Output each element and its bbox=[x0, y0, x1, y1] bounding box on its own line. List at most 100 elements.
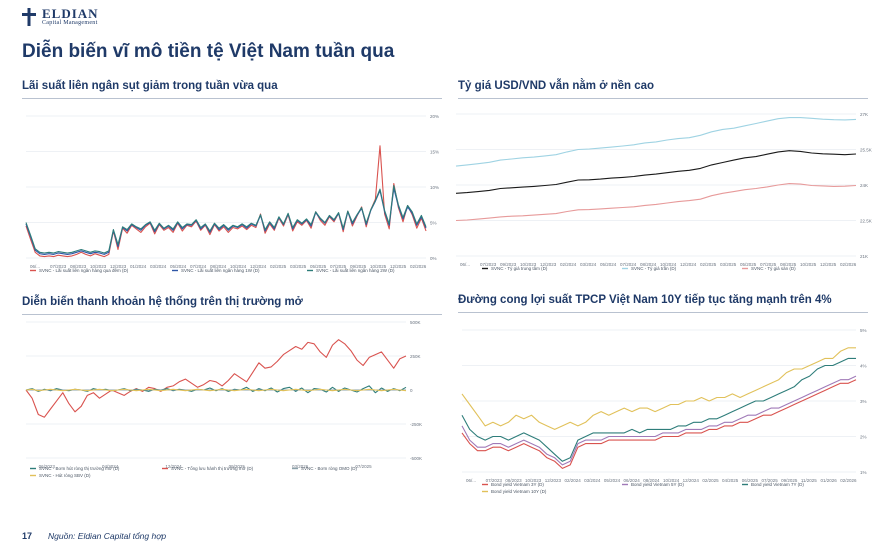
source-note: Nguồn: Eldian Capital tổng hợp bbox=[48, 531, 167, 541]
series-line bbox=[25, 339, 407, 418]
x-tick-label: 10/2024 bbox=[663, 478, 680, 483]
x-tick-label: 07/2024 bbox=[620, 262, 637, 267]
y-tick-label: 1% bbox=[860, 470, 867, 475]
x-tick-label: 06/... bbox=[30, 264, 40, 269]
x-tick-label: 03/2024 bbox=[150, 264, 167, 269]
x-tick-label: 02/2025 bbox=[270, 264, 287, 269]
legend-label: Bond yield Vietnam 10Y (D) bbox=[491, 489, 547, 494]
series-line bbox=[455, 150, 857, 194]
y-tick-label: 21K bbox=[860, 254, 868, 259]
y-tick-label: 2% bbox=[860, 435, 867, 440]
panel-title-fx: Tỷ giá USD/VND vẫn nằm ở nền cao bbox=[458, 80, 655, 92]
x-tick-label: 03/2026 bbox=[292, 464, 309, 469]
x-tick-label: 02/2025 bbox=[700, 262, 717, 267]
x-tick-label: 07/2023 bbox=[50, 264, 67, 269]
x-tick-label: 08/2023 bbox=[70, 264, 87, 269]
x-tick-label: 10/2025 bbox=[800, 262, 817, 267]
panel-title-yield: Đường cong lợi suất TPCP Việt Nam 10Y ti… bbox=[458, 294, 832, 306]
panel-rule-interbank bbox=[22, 98, 442, 99]
x-tick-label: 09/2025 bbox=[350, 264, 367, 269]
y-tick-label: 22.5K bbox=[860, 219, 872, 224]
x-tick-label: 10/2023 bbox=[520, 262, 537, 267]
x-tick-label: 12/2025 bbox=[390, 264, 407, 269]
x-tick-label: 12/2024 bbox=[680, 262, 697, 267]
x-tick-label: 10/2023 bbox=[525, 478, 542, 483]
legend-label: SVNC - Tỷ giá trung tâm (D) bbox=[491, 265, 548, 271]
x-tick-label: 05/2025 bbox=[740, 262, 757, 267]
x-tick-label: 02/2025 bbox=[702, 478, 719, 483]
y-tick-label: 4% bbox=[860, 364, 867, 369]
x-tick-label: 09/2023 bbox=[500, 262, 517, 267]
chart-liquidity: 500K 250K 0 -250K -500K 06/2023 04/2024 12/2024… bbox=[25, 320, 422, 478]
brand-name: ELDIAN bbox=[42, 6, 99, 21]
legend-label: SVNC - Lãi suất liên ngân hàng 2W (D) bbox=[316, 268, 395, 273]
x-tick-label: 06/2023 bbox=[39, 464, 56, 469]
x-tick-label: 02/2026 bbox=[840, 262, 857, 267]
brand-tagline: Capital Management bbox=[42, 20, 98, 26]
x-tick-label: 07/2024 bbox=[190, 264, 207, 269]
x-tick-label: 07/2023 bbox=[480, 262, 497, 267]
legend-label: SVNC - Lãi suất liên ngân hàng 1W (D) bbox=[181, 268, 260, 273]
x-tick-label: 12/2023 bbox=[540, 262, 557, 267]
legend-label: Bond yield Vietnam 7Y (D) bbox=[751, 482, 804, 487]
x-tick-label: 12/2024 bbox=[250, 264, 267, 269]
page-number: 17 bbox=[22, 531, 33, 541]
x-tick-label: 09/2025 bbox=[781, 478, 798, 483]
x-tick-label: 04/2024 bbox=[102, 464, 119, 469]
x-tick-label: 10/2024 bbox=[660, 262, 677, 267]
x-tick-label: 07/2025 bbox=[330, 264, 347, 269]
x-tick-label: 11/2025 bbox=[801, 478, 817, 483]
x-tick-label: 10/2025 bbox=[370, 264, 387, 269]
legend-label: SVNC - Lãi suất liên ngân hàng qua đêm (… bbox=[39, 268, 129, 273]
x-tick-label: 12/2023 bbox=[110, 264, 127, 269]
chart-yield: 5%4%3%2%1%06/... 07/2023 08/2023 10/2023 12/… bbox=[461, 328, 867, 494]
y-tick-label: 15% bbox=[430, 150, 439, 155]
x-tick-label: 08/2023 bbox=[505, 478, 522, 483]
x-tick-label: 05/2024 bbox=[600, 262, 617, 267]
x-tick-label: 03/2024 bbox=[584, 478, 601, 483]
series-line bbox=[461, 357, 856, 462]
legend-label: SVNC - Bơm hút ròng thị trường mở (D) bbox=[39, 465, 120, 471]
y-tick-label: 3% bbox=[860, 399, 867, 404]
series-line bbox=[455, 117, 857, 167]
x-tick-label: 02/2026 bbox=[840, 478, 857, 483]
x-tick-label: 05/2024 bbox=[170, 264, 187, 269]
y-tick-label: 24K bbox=[860, 183, 868, 188]
y-tick-label: 10% bbox=[430, 185, 439, 190]
x-tick-label: 12/2025 bbox=[820, 262, 837, 267]
panel-rule-fx bbox=[458, 98, 868, 99]
x-tick-label: 07/2025 bbox=[761, 478, 778, 483]
legend-label: SVNC - Tỷ giá sàn (D) bbox=[751, 265, 796, 271]
brand-logo: ELDIAN Capital Management bbox=[22, 6, 99, 26]
x-tick-label: 03/2024 bbox=[580, 262, 597, 267]
legend-label: SVNC - Tỷ giá trần (D) bbox=[631, 265, 677, 271]
series-line bbox=[461, 379, 857, 469]
x-tick-label: 12/2024 bbox=[165, 464, 182, 469]
x-tick-label: 12/2024 bbox=[683, 478, 700, 483]
x-tick-label: 06/2024 bbox=[624, 478, 641, 483]
x-tick-label: 02/2024 bbox=[560, 262, 577, 267]
x-tick-label: 03/2025 bbox=[290, 264, 307, 269]
y-tick-label: -250K bbox=[410, 422, 422, 427]
x-tick-label: 07/2025 bbox=[355, 464, 372, 469]
series-line bbox=[455, 183, 857, 222]
y-tick-label: 250K bbox=[410, 354, 421, 359]
series-line bbox=[461, 347, 856, 430]
page-title: Diễn biến vĩ mô tiền tệ Việt Nam tuần qu… bbox=[22, 41, 395, 62]
x-tick-label: 06/2025 bbox=[742, 478, 759, 483]
x-tick-label: 10/2024 bbox=[230, 264, 247, 269]
y-tick-label: 5% bbox=[430, 221, 437, 226]
brand-cross-icon bbox=[22, 8, 36, 26]
legend-label: Bond yield Vietnam 3Y (D) bbox=[491, 482, 544, 487]
legend-label: Bond yield Vietnam 5Y (D) bbox=[631, 482, 684, 487]
x-tick-label: 08/2024 bbox=[640, 262, 657, 267]
legend-label: SVNC - Bơm ròng OMO (D) bbox=[301, 466, 357, 471]
x-tick-label: 01/2024 bbox=[130, 264, 147, 269]
y-tick-label: 0% bbox=[430, 256, 437, 261]
y-tick-label: 20% bbox=[430, 114, 439, 119]
x-tick-label: 02/2024 bbox=[564, 478, 581, 483]
panel-rule-liquidity bbox=[22, 314, 442, 315]
series-line bbox=[25, 145, 427, 258]
panel-rule-yield bbox=[458, 312, 868, 313]
